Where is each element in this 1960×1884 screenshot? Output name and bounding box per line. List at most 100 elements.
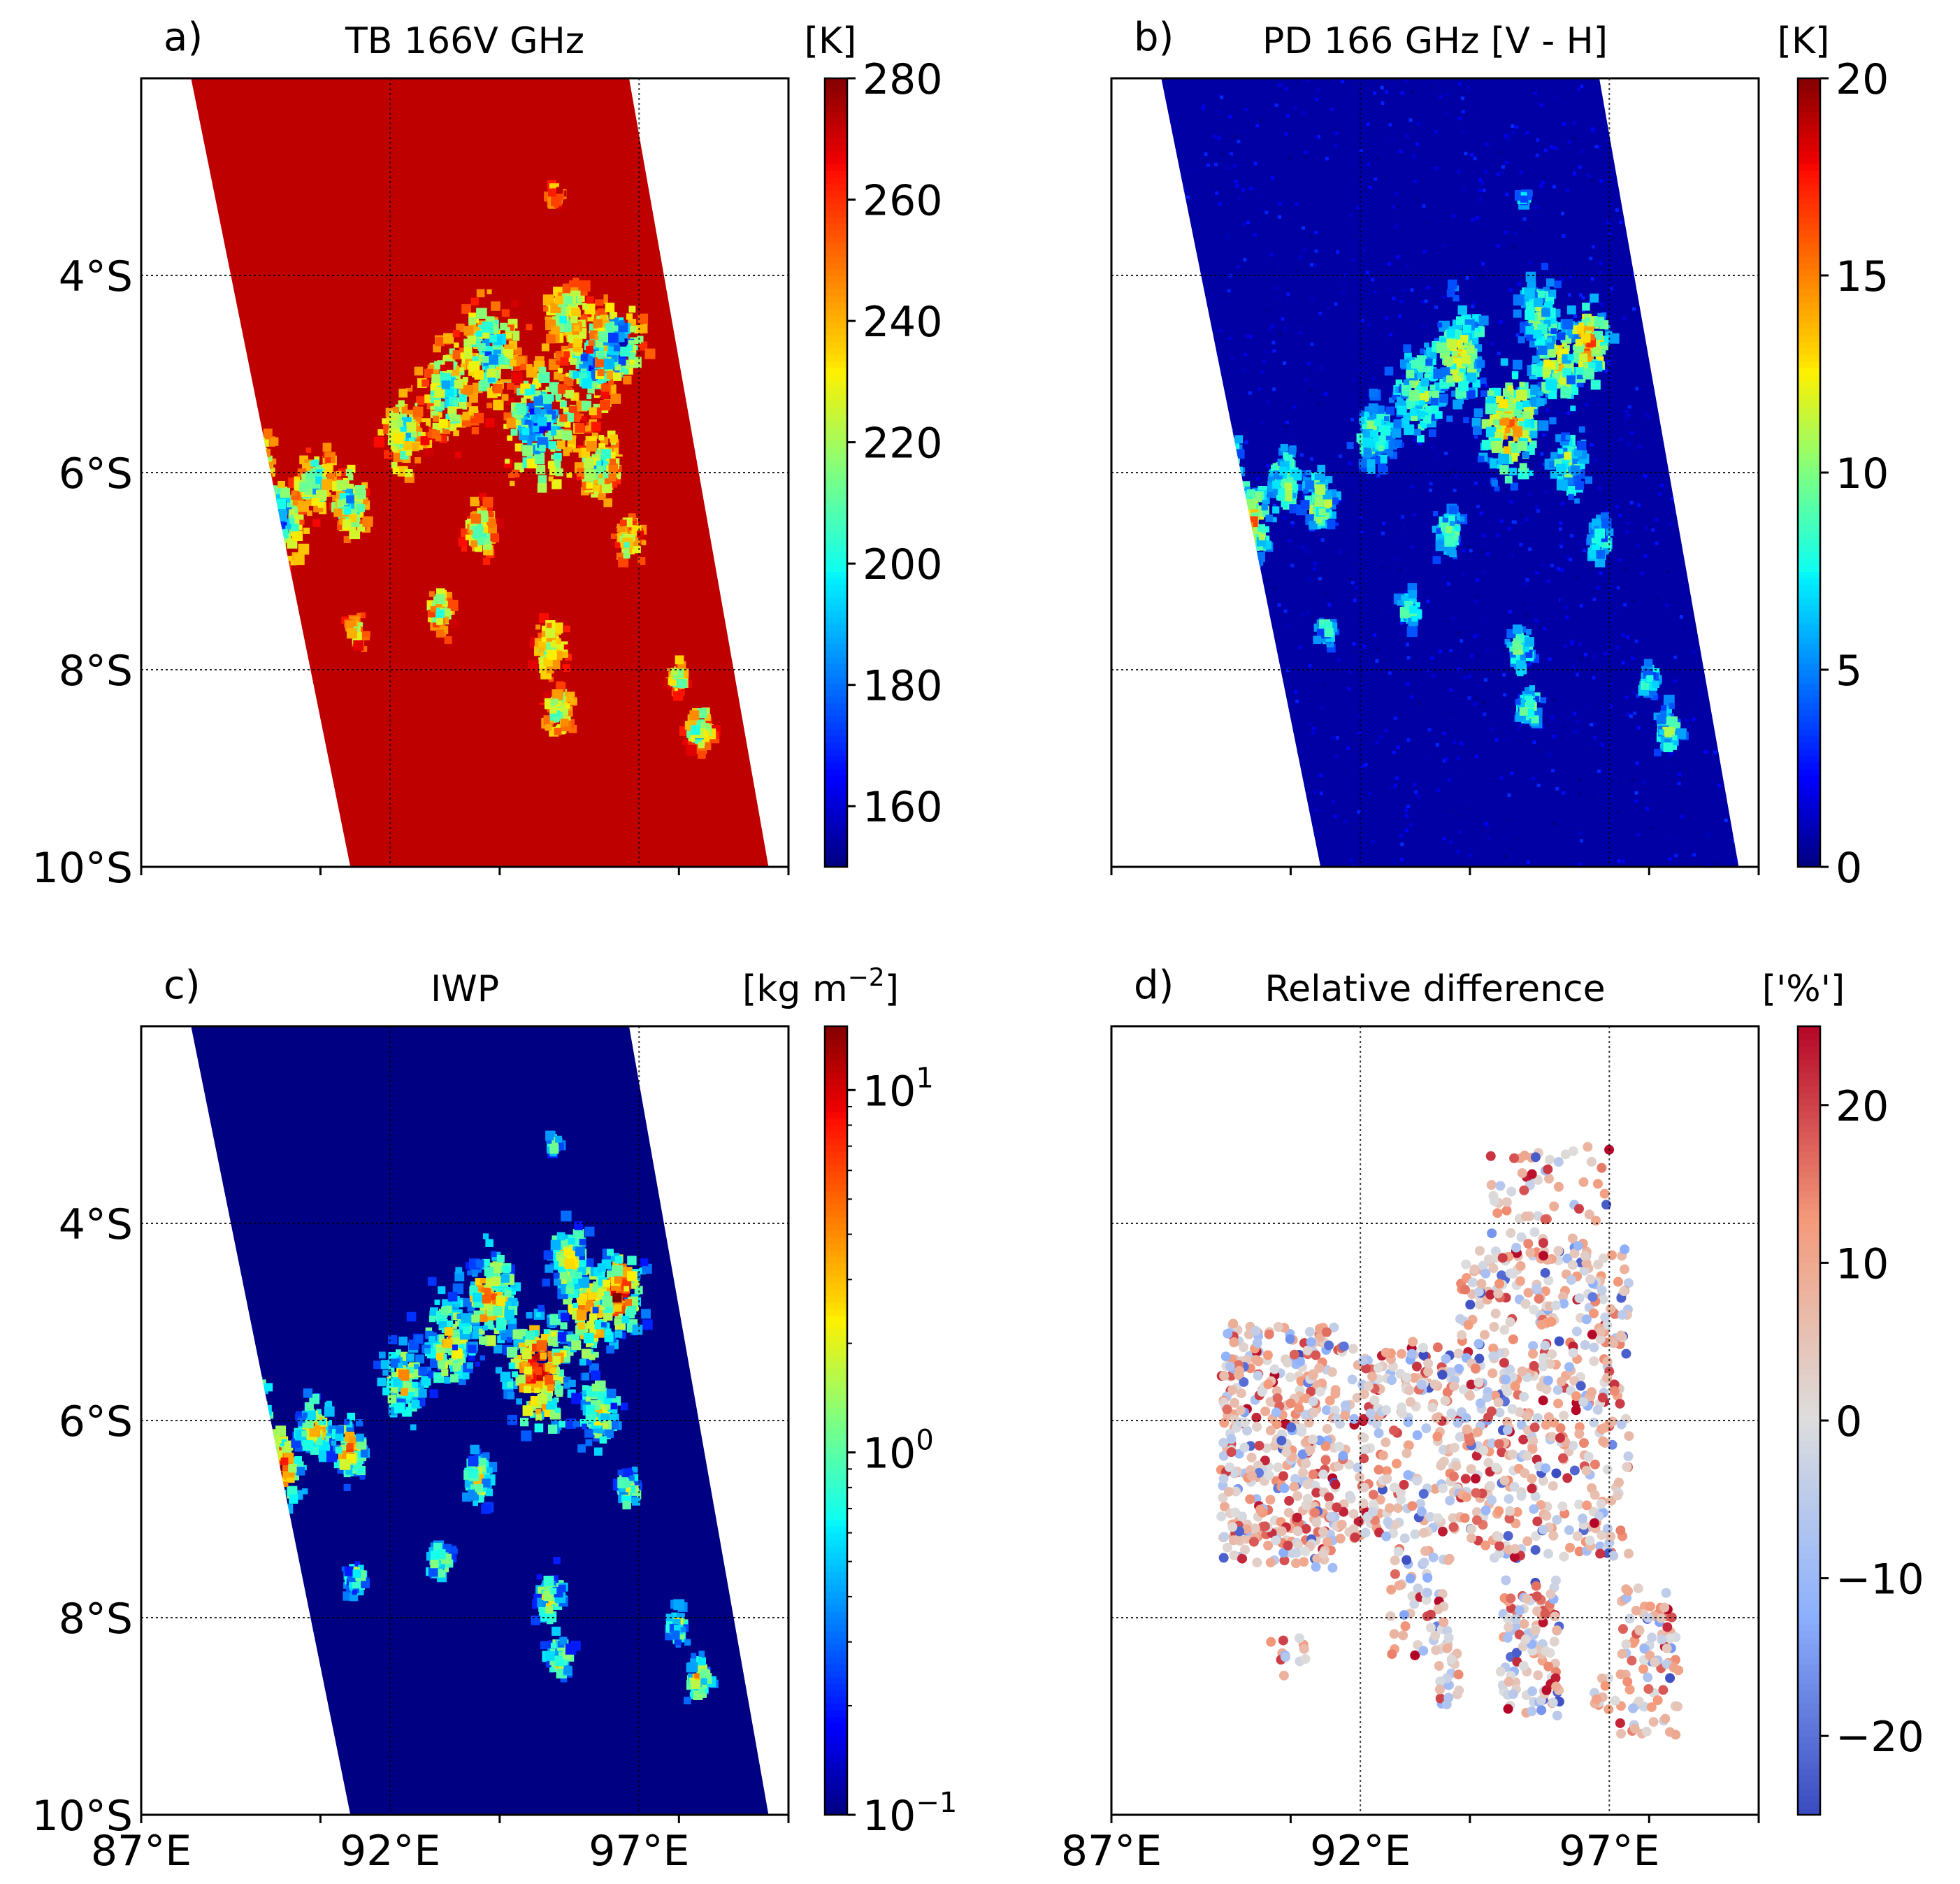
noise-cell: [1562, 724, 1566, 728]
cloud-cell: [1439, 394, 1448, 403]
cloud-cell: [471, 326, 480, 336]
cloud-cell: [1200, 401, 1207, 407]
cloud-cell: [1401, 418, 1410, 426]
cloud-cell: [473, 412, 484, 424]
noise-cell: [1260, 370, 1264, 374]
noise-cell: [1253, 607, 1257, 611]
cloud-cell: [684, 687, 693, 697]
cloud-cell: [275, 564, 284, 573]
cloud-cell: [1192, 408, 1201, 416]
colorbar-segment: [825, 794, 847, 802]
noise-cell: [1696, 598, 1700, 603]
cloud-cell: [1330, 503, 1336, 510]
noise-cell: [1713, 642, 1717, 647]
cloud-cell: [593, 484, 600, 491]
noise-cell: [1318, 311, 1323, 315]
colorbar-segment: [825, 761, 847, 769]
cloud-cell: [1183, 374, 1195, 385]
cloud-cell: [1380, 425, 1391, 436]
cloud-cell: [240, 400, 249, 408]
noise-cell: [1239, 706, 1243, 710]
noise-cell: [1461, 769, 1465, 773]
colorbar-segment: [825, 512, 847, 519]
noise-cell: [1475, 754, 1479, 758]
noise-cell: [1735, 687, 1739, 691]
noise-cell: [1185, 702, 1189, 706]
noise-cell: [1542, 177, 1546, 181]
cloud-cell: [1223, 454, 1234, 465]
noise-cell: [1598, 486, 1602, 490]
noise-cell: [1632, 307, 1636, 311]
cloud-cell: [277, 528, 282, 533]
cloud-cell: [459, 394, 468, 402]
cloud-cell: [1218, 420, 1227, 430]
noise-cell: [1550, 531, 1555, 535]
cloud-cell: [1255, 583, 1263, 591]
cloud-cell: [1234, 519, 1244, 528]
noise-cell: [1715, 605, 1719, 609]
cloud-cell: [246, 446, 255, 455]
cloud-cell: [471, 427, 480, 435]
cloud-cell: [1519, 463, 1527, 471]
noise-cell: [1400, 91, 1404, 95]
cloud-cell: [527, 440, 533, 445]
noise-cell: [1439, 95, 1443, 99]
noise-cell: [1202, 777, 1206, 781]
cloud-cell: [512, 363, 521, 371]
noise-cell: [1637, 503, 1641, 507]
cloud-cell: [1537, 382, 1543, 387]
noise-cell: [1589, 301, 1593, 305]
noise-cell: [1665, 603, 1669, 607]
cloud-cell: [628, 305, 636, 313]
cloud-cell: [1190, 373, 1198, 381]
noise-cell: [1631, 691, 1636, 695]
noise-cell: [1320, 538, 1325, 542]
cloud-cell: [246, 461, 252, 467]
colorbar-segment: [825, 577, 847, 585]
cloud-cell: [598, 308, 605, 315]
cloud-cell: [233, 442, 243, 451]
noise-cell: [1240, 602, 1244, 606]
noise-cell: [1703, 647, 1707, 651]
cloud-cell: [348, 514, 357, 523]
cloud-cell: [1237, 574, 1244, 580]
colorbar-segment: [825, 407, 847, 415]
noise-cell: [1395, 192, 1399, 196]
cloud-cell: [280, 567, 292, 579]
colorbar-segment: [825, 111, 847, 119]
colorbar-segment: [825, 492, 847, 500]
noise-cell: [1567, 293, 1571, 297]
cloud-cell: [596, 461, 602, 466]
noise-cell: [1429, 85, 1434, 89]
cloud-cell: [1232, 569, 1240, 577]
cloud-cell: [621, 394, 632, 404]
cloud-cell: [203, 409, 210, 417]
noise-cell: [1179, 533, 1183, 538]
cloud-cell: [261, 448, 271, 458]
noise-cell: [1596, 586, 1600, 590]
cloud-cell: [1176, 391, 1188, 401]
cloud-cell: [234, 429, 243, 438]
cloud-cell: [405, 449, 412, 456]
noise-cell: [1634, 799, 1638, 803]
noise-cell: [1283, 609, 1288, 613]
cloud-cell: [570, 315, 578, 324]
cloud-cell: [1272, 480, 1281, 489]
cloud-cell: [266, 512, 274, 520]
noise-cell: [1253, 233, 1258, 237]
cloud-cell: [521, 427, 530, 436]
noise-cell: [1636, 694, 1640, 698]
cloud-cell: [1362, 424, 1367, 429]
cloud-cell: [1190, 402, 1197, 409]
cloud-cell: [289, 509, 295, 515]
noise-cell: [1461, 110, 1465, 114]
cloud-cell: [453, 430, 459, 436]
cloud-cell: [526, 403, 535, 410]
noise-cell: [1515, 836, 1520, 840]
cloud-cell: [586, 482, 593, 489]
cloud-cell: [1237, 503, 1246, 512]
noise-cell: [1535, 153, 1539, 157]
noise-cell: [1313, 854, 1317, 858]
noise-cell: [1669, 764, 1673, 768]
